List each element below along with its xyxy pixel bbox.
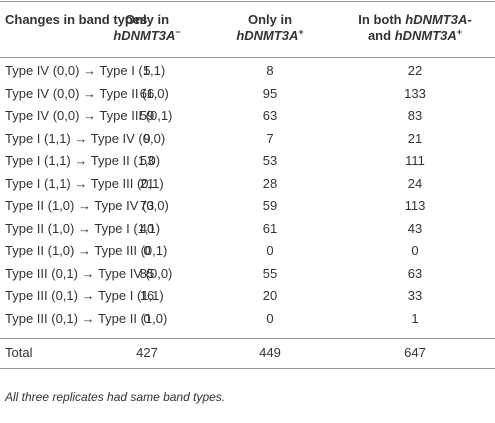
header-sup: +	[298, 27, 304, 37]
row-value: 66	[139, 85, 155, 101]
row-value: 53	[262, 153, 278, 168]
header-text: -	[467, 12, 472, 27]
row-label: Type IV (0,0) → Type I (1,1)	[5, 63, 166, 78]
row-value: 113	[404, 198, 426, 213]
row-value: 55	[262, 265, 278, 281]
header-cell: Only in hDNMT3A+	[190, 12, 350, 44]
row-value: 0	[266, 243, 274, 258]
row-value: 21	[139, 175, 155, 191]
row-label: Type III (0,1) → Type II (1,0)	[5, 310, 168, 326]
header-cell: Only in hDNMT3A−	[67, 12, 227, 44]
row-value: 22	[407, 63, 423, 78]
row-label: Type I (1,1) → Type II (1,0)	[5, 153, 161, 168]
row-label: Type II (1,0) → Type I (1,1)	[5, 220, 161, 236]
row-value: 16	[139, 288, 155, 303]
row-value: 647	[404, 345, 426, 360]
header-cell: In both hDNMT3A- and hDNMT3A+	[335, 12, 495, 44]
header-gene: hDNMT3A	[113, 28, 176, 43]
row-value: 1	[411, 310, 419, 326]
row-value: 43	[407, 220, 423, 236]
row-value: 0	[143, 243, 151, 258]
total-rule	[0, 338, 495, 339]
row-value: 61	[262, 220, 278, 236]
row-value: 28	[262, 175, 278, 191]
row-label: Total	[5, 345, 33, 360]
header-sup: +	[456, 27, 463, 37]
row-value: 21	[407, 130, 423, 146]
row-value: 95	[262, 85, 278, 101]
row-value: 33	[407, 288, 423, 303]
header-cell: Changes in band types	[5, 12, 148, 27]
header-text: and	[367, 28, 392, 43]
row-value: 24	[407, 175, 423, 191]
row-value: 59	[139, 108, 155, 123]
header-rule	[0, 57, 495, 58]
row-value: 73	[139, 198, 155, 213]
row-label: Type IV (0,0) → Type III (0,1)	[5, 108, 173, 123]
row-value: 40	[139, 220, 155, 236]
header-gene: hDNMT3A	[236, 28, 299, 43]
row-label: Type I (1,1) → Type III (0,1)	[5, 175, 164, 191]
row-label: Type I (1,1) → Type IV (0,0)	[5, 130, 166, 146]
row-value: 59	[262, 198, 278, 213]
footnote: All three replicates had same band types…	[5, 390, 226, 404]
row-value: 133	[404, 85, 426, 101]
row-label: Type III (0,1) → Type IV (0,0)	[5, 265, 173, 281]
row-value: 63	[407, 265, 423, 281]
bottom-rule	[0, 368, 495, 369]
row-value: 5	[143, 63, 151, 78]
row-label: Type IV (0,0) → Type II (1,0)	[5, 85, 169, 101]
row-value: 427	[136, 345, 158, 360]
row-value: 85	[139, 265, 155, 281]
header-gene: hDNMT3A	[405, 12, 468, 27]
row-label: Type II (1,0) → Type IV (0,0)	[5, 198, 169, 213]
header-gene: hDNMT3A	[394, 28, 457, 43]
row-value: 7	[266, 130, 274, 146]
header-text: Only in	[247, 12, 293, 27]
row-value: 53	[139, 153, 155, 168]
row-value: 449	[259, 345, 281, 360]
row-label: Type II (1,0) → Type III (0,1)	[5, 243, 168, 258]
row-value: 9	[143, 130, 151, 146]
row-value: 83	[407, 108, 423, 123]
row-value: 20	[262, 288, 278, 303]
header-text: Only in	[124, 12, 170, 27]
row-value: 111	[405, 153, 425, 168]
row-value: 63	[262, 108, 278, 123]
row-label: Type III (0,1) → Type I (1,1)	[5, 288, 164, 303]
row-value: 0	[266, 310, 274, 326]
row-value: 0	[411, 243, 419, 258]
row-value: 0	[143, 310, 151, 326]
header-sup: −	[175, 27, 181, 37]
row-value: 8	[266, 63, 274, 78]
header-text: In both	[358, 12, 402, 27]
top-rule	[0, 1, 495, 2]
